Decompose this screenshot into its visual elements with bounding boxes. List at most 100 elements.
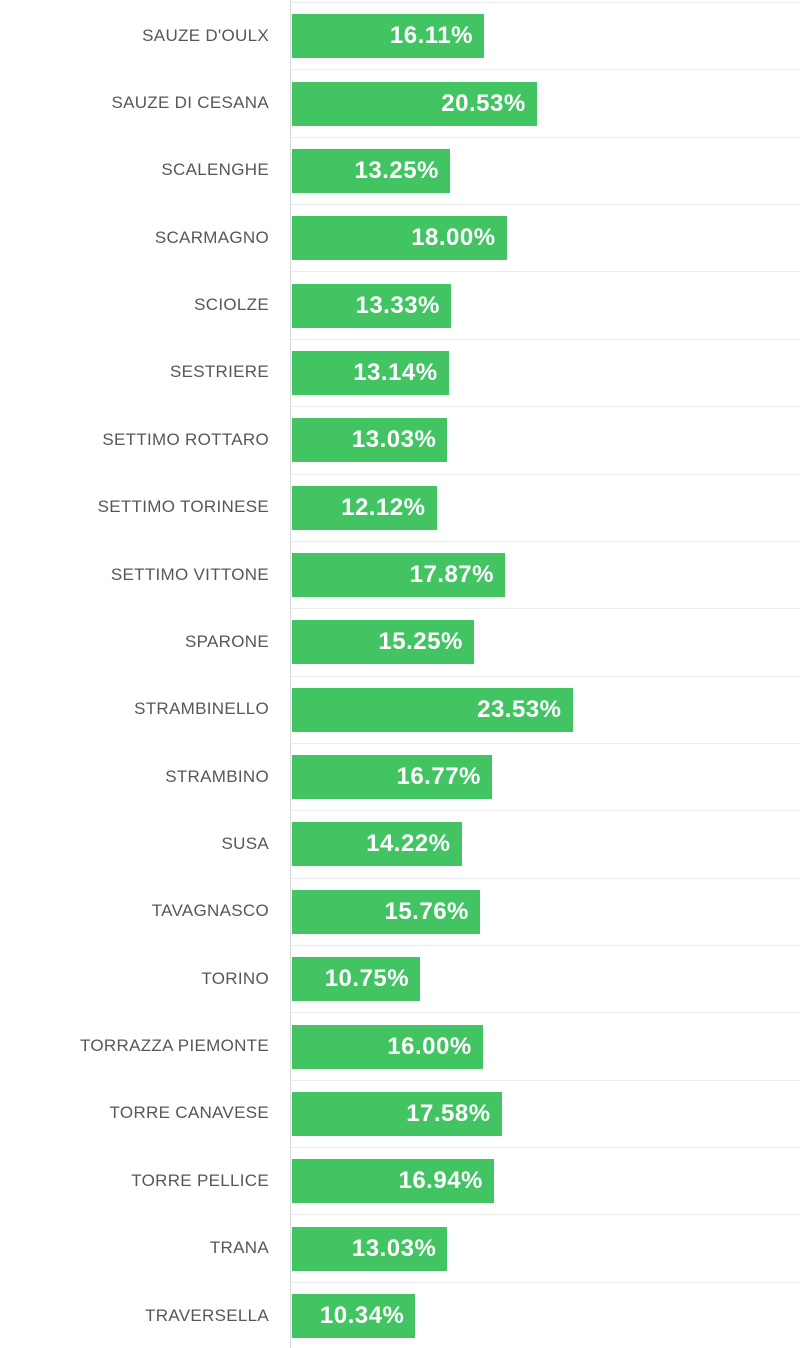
bar-value-label: 23.53% xyxy=(477,695,562,723)
bar[interactable]: 16.77% xyxy=(292,755,492,800)
category-label: TORRAZZA PIEMONTE xyxy=(80,1036,269,1056)
bar-value-label: 15.25% xyxy=(378,628,463,656)
category-label: TRANA xyxy=(209,1238,269,1258)
chart-row: TAVAGNASCO 15.76% xyxy=(0,877,800,945)
bar[interactable]: 20.53% xyxy=(292,81,537,126)
bar-track: 14.22% xyxy=(290,810,800,877)
chart-row: SPARONE 15.25% xyxy=(0,608,800,675)
bar-track: 20.53% xyxy=(290,69,800,136)
bar[interactable]: 13.14% xyxy=(292,350,449,395)
bar-track: 13.14% xyxy=(290,338,800,406)
category-label: SETTIMO VITTONE xyxy=(110,564,269,584)
category-label: SCIOLZE xyxy=(194,295,269,315)
category-label: TORRE PELLICE xyxy=(131,1170,269,1190)
bar-value-label: 10.34% xyxy=(319,1302,405,1329)
category-label: TRAVERSELLA xyxy=(145,1305,269,1325)
bar[interactable]: 13.25% xyxy=(292,148,450,193)
bar-value-label: 20.53% xyxy=(441,89,526,117)
chart-row: TORRE CANAVESE 17.58% xyxy=(0,1079,800,1147)
chart-row: TORRE PELLICE 16.94% xyxy=(0,1147,800,1214)
bar-track: 12.12% xyxy=(290,473,800,541)
bar-value-label: 13.14% xyxy=(353,358,438,386)
category-label: SUSA xyxy=(221,833,269,853)
bar-value-label: 16.77% xyxy=(396,763,481,791)
category-label: SCARMAGNO xyxy=(154,227,269,247)
chart-row: STRAMBINO 16.77% xyxy=(0,742,800,810)
chart-row: TORINO 10.75% xyxy=(0,945,800,1012)
bar-track: 15.76% xyxy=(290,877,800,945)
chart-row: SCARMAGNO 18.00% xyxy=(0,204,800,271)
bar[interactable]: 18.00% xyxy=(292,216,507,261)
bar-value-label: 14.22% xyxy=(366,830,451,858)
chart-row: SETTIMO TORINESE 12.12% xyxy=(0,473,800,541)
chart-row: STRAMBINELLO 23.53% xyxy=(0,675,800,743)
bar-value-label: 13.25% xyxy=(354,156,439,184)
category-label: TORRE CANAVESE xyxy=(109,1103,269,1123)
chart-row: TRANA 13.03% xyxy=(0,1214,800,1281)
chart-row: TRAVERSELLA 10.34% xyxy=(0,1281,800,1348)
bar[interactable]: 10.34% xyxy=(292,1294,416,1338)
bar[interactable]: 15.76% xyxy=(292,889,480,934)
category-label: TAVAGNASCO xyxy=(151,901,269,921)
category-label: SETTIMO ROTTARO xyxy=(102,429,269,449)
chart-row: SAUZE D'OULX 16.11% xyxy=(0,2,800,69)
bar-track: 15.25% xyxy=(290,608,800,675)
bar-value-label: 13.33% xyxy=(355,291,440,319)
bar[interactable]: 16.94% xyxy=(292,1159,494,1204)
bar[interactable]: 15.25% xyxy=(292,620,474,665)
bar-track: 10.75% xyxy=(290,945,800,1012)
category-label: TORINO xyxy=(201,968,269,988)
category-label: STRAMBINELLO xyxy=(134,699,269,719)
bar-value-label: 10.75% xyxy=(324,965,410,993)
bar[interactable]: 10.75% xyxy=(292,957,421,1002)
bar-value-label: 13.03% xyxy=(351,426,437,454)
chart-row: TORRAZZA PIEMONTE 16.00% xyxy=(0,1012,800,1079)
bar-track: 16.94% xyxy=(290,1147,800,1214)
bar-value-label: 12.12% xyxy=(341,493,426,521)
bar-value-label: 13.03% xyxy=(351,1234,437,1262)
chart-row: SETTIMO ROTTARO 13.03% xyxy=(0,406,800,473)
chart-row: SCIOLZE 13.33% xyxy=(0,271,800,338)
category-label: SCALENGHE xyxy=(161,160,269,180)
bar[interactable]: 16.00% xyxy=(292,1024,483,1069)
chart-row: SAUZE DI CESANA 20.53% xyxy=(0,69,800,136)
bar-track: 23.53% xyxy=(290,675,800,743)
bar[interactable]: 13.33% xyxy=(292,283,451,328)
category-label: SAUZE DI CESANA xyxy=(111,93,269,113)
bar-track: 10.34% xyxy=(290,1281,800,1348)
bar-value-label: 16.00% xyxy=(387,1032,472,1060)
bar-track: 16.00% xyxy=(290,1012,800,1079)
bar[interactable]: 14.22% xyxy=(292,822,462,867)
chart-row: SETTIMO VITTONE 17.87% xyxy=(0,540,800,608)
category-label: SETTIMO TORINESE xyxy=(97,497,269,517)
bar-value-label: 16.11% xyxy=(389,22,473,50)
bar[interactable]: 17.58% xyxy=(292,1091,502,1136)
y-axis-line xyxy=(290,0,291,1348)
bar-track: 13.25% xyxy=(290,136,800,204)
chart-row: SUSA 14.22% xyxy=(0,810,800,877)
bar-value-label: 17.87% xyxy=(409,561,494,589)
bar[interactable]: 13.03% xyxy=(292,418,448,463)
bar[interactable]: 23.53% xyxy=(292,687,573,732)
bar[interactable]: 16.11% xyxy=(292,14,484,59)
category-label: STRAMBINO xyxy=(165,766,269,786)
bar-track: 17.87% xyxy=(290,540,800,608)
bar-track: 13.03% xyxy=(290,406,800,473)
bar[interactable]: 17.87% xyxy=(292,553,505,598)
bar-value-label: 17.58% xyxy=(406,1099,491,1127)
bar-value-label: 16.94% xyxy=(398,1167,483,1195)
category-label: SAUZE D'OULX xyxy=(142,25,269,45)
bar-track: 16.77% xyxy=(290,742,800,810)
bar-track: 13.03% xyxy=(290,1214,800,1281)
bar-track: 16.11% xyxy=(290,2,800,69)
bar-value-label: 18.00% xyxy=(411,224,496,252)
bar[interactable]: 12.12% xyxy=(292,485,437,530)
bar-value-label: 15.76% xyxy=(384,897,469,925)
category-label: SPARONE xyxy=(185,631,269,651)
chart-row: SCALENGHE 13.25% xyxy=(0,136,800,204)
bar[interactable]: 13.03% xyxy=(292,1226,448,1271)
bar-track: 17.58% xyxy=(290,1079,800,1147)
category-label: SESTRIERE xyxy=(169,362,269,382)
